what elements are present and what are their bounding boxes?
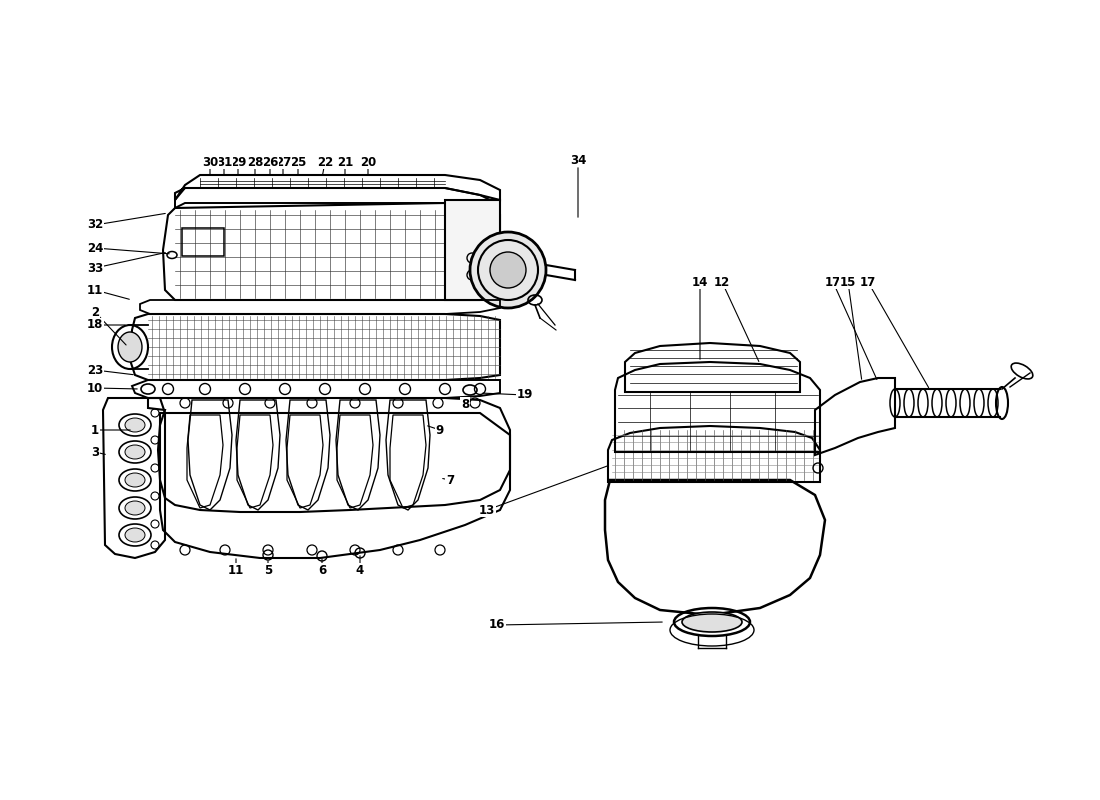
Text: 2: 2 [91, 306, 99, 318]
Text: 14: 14 [692, 275, 708, 289]
Text: 30: 30 [202, 155, 218, 169]
Ellipse shape [125, 501, 145, 515]
Text: 8: 8 [461, 398, 469, 410]
Text: 26: 26 [262, 155, 278, 169]
Text: 6: 6 [318, 563, 326, 577]
Text: 20: 20 [360, 155, 376, 169]
Text: 23: 23 [87, 363, 103, 377]
Text: 12: 12 [714, 275, 730, 289]
Text: 27: 27 [275, 155, 292, 169]
Text: 17: 17 [860, 275, 876, 289]
Bar [182, 228, 224, 256]
Ellipse shape [125, 528, 145, 542]
Ellipse shape [125, 473, 145, 487]
Text: 34: 34 [570, 154, 586, 166]
Text: 4: 4 [356, 563, 364, 577]
Text: 22: 22 [317, 155, 333, 169]
Text: 10: 10 [87, 382, 103, 394]
Ellipse shape [118, 332, 142, 362]
Text: 16: 16 [488, 618, 505, 631]
Text: 21: 21 [337, 155, 353, 169]
Text: 15: 15 [839, 275, 856, 289]
Text: 11: 11 [228, 563, 244, 577]
Text: 29: 29 [230, 155, 246, 169]
Ellipse shape [470, 232, 546, 308]
Text: 9: 9 [436, 423, 444, 437]
Bar [446, 200, 501, 300]
Text: 17: 17 [825, 275, 842, 289]
Text: 5: 5 [264, 563, 272, 577]
Text: 24: 24 [87, 242, 103, 254]
Ellipse shape [682, 612, 742, 632]
Ellipse shape [125, 418, 145, 432]
Text: 28: 28 [246, 155, 263, 169]
Text: 3: 3 [91, 446, 99, 458]
Text: 13: 13 [478, 503, 495, 517]
Ellipse shape [490, 252, 526, 288]
Text: 11: 11 [87, 283, 103, 297]
Text: 33: 33 [87, 262, 103, 274]
Text: 32: 32 [87, 218, 103, 231]
Text: 31: 31 [216, 155, 232, 169]
Text: 19: 19 [517, 389, 534, 402]
Text: 18: 18 [87, 318, 103, 331]
Ellipse shape [125, 445, 145, 459]
Text: 7: 7 [446, 474, 454, 486]
Text: 25: 25 [289, 155, 306, 169]
Text: 1: 1 [91, 423, 99, 437]
